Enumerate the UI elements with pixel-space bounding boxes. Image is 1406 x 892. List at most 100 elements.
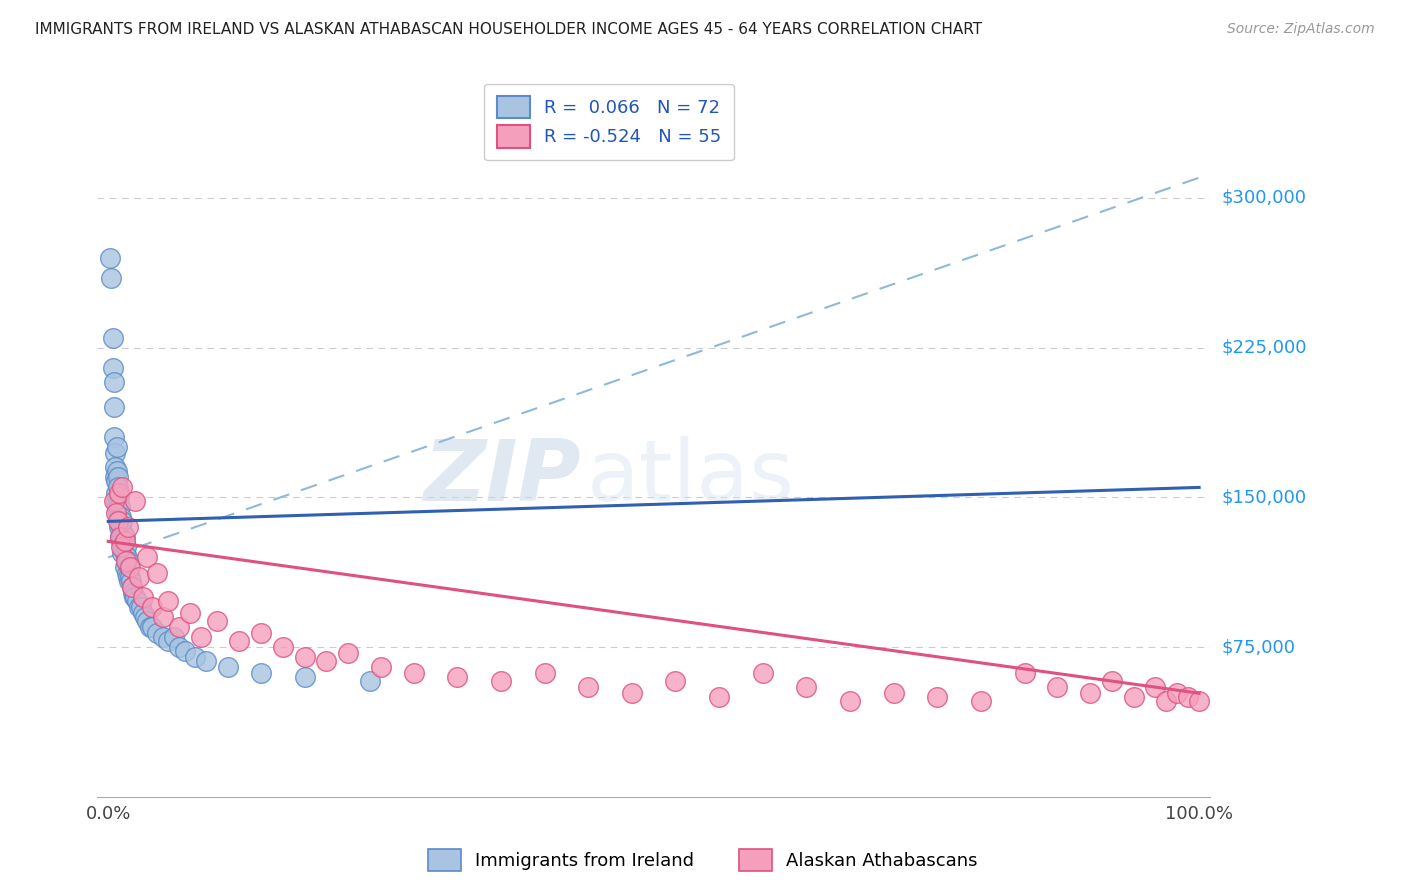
Point [110, 541, 132, 555]
Point [115, 566, 138, 581]
Point [707, 690, 730, 705]
Point [122, 586, 145, 600]
Point [104, 470, 127, 484]
Text: $300,000: $300,000 [1222, 189, 1306, 207]
Point [118, 570, 141, 584]
Point [110, 510, 132, 524]
Point [128, 600, 150, 615]
Point [114, 546, 136, 560]
Point [134, 610, 156, 624]
Point [111, 515, 134, 529]
Point [107, 515, 129, 529]
Point [1177, 690, 1199, 705]
Point [107, 494, 129, 508]
Point [533, 666, 555, 681]
Point [1014, 666, 1036, 681]
Point [173, 644, 195, 658]
Point [576, 680, 599, 694]
Point [167, 620, 190, 634]
Point [111, 480, 134, 494]
Point [120, 574, 142, 589]
Text: $75,000: $75,000 [1222, 639, 1295, 657]
Point [752, 666, 775, 681]
Text: Source: ZipAtlas.com: Source: ZipAtlas.com [1227, 22, 1375, 37]
Point [124, 591, 146, 605]
Point [970, 694, 993, 708]
Point [207, 615, 229, 629]
Point [105, 465, 128, 479]
Point [117, 570, 139, 584]
Point [250, 666, 273, 681]
Point [117, 554, 139, 568]
Point [1188, 694, 1211, 708]
Point [402, 666, 425, 681]
Point [107, 470, 129, 484]
Point [195, 654, 218, 668]
Point [271, 640, 294, 655]
Point [104, 460, 127, 475]
Point [138, 620, 160, 634]
Point [167, 640, 190, 655]
Point [111, 546, 134, 560]
Point [110, 530, 132, 544]
Point [141, 620, 163, 634]
Point [1078, 686, 1101, 700]
Point [132, 607, 155, 621]
Point [136, 615, 159, 629]
Point [108, 510, 131, 524]
Point [128, 570, 150, 584]
Point [796, 680, 818, 694]
Text: $150,000: $150,000 [1222, 489, 1306, 507]
Point [337, 646, 360, 660]
Point [152, 610, 174, 624]
Point [217, 660, 239, 674]
Point [370, 660, 392, 674]
Point [117, 520, 139, 534]
Point [179, 607, 201, 621]
Point [115, 550, 138, 565]
Point [294, 650, 316, 665]
Point [228, 634, 250, 648]
Point [184, 650, 207, 665]
Point [111, 530, 134, 544]
Point [146, 626, 169, 640]
Point [121, 580, 143, 594]
Text: $225,000: $225,000 [1222, 339, 1306, 357]
Point [927, 690, 949, 705]
Point [107, 507, 129, 521]
Text: IMMIGRANTS FROM IRELAND VS ALASKAN ATHABASCAN HOUSEHOLDER INCOME AGES 45 - 64 YE: IMMIGRANTS FROM IRELAND VS ALASKAN ATHAB… [35, 22, 983, 37]
Point [104, 475, 127, 489]
Point [110, 520, 132, 534]
Point [112, 541, 135, 555]
Text: atlas: atlas [586, 436, 794, 519]
Legend: R =  0.066   N = 72, R = -0.524   N = 55: R = 0.066 N = 72, R = -0.524 N = 55 [485, 84, 734, 161]
Point [100, 251, 122, 265]
Point [1122, 690, 1144, 705]
Point [1144, 680, 1167, 694]
Point [118, 560, 141, 574]
Point [110, 530, 132, 544]
Point [118, 574, 141, 589]
Point [108, 491, 131, 505]
Point [104, 486, 127, 500]
Point [146, 566, 169, 581]
Point [104, 446, 127, 460]
Point [110, 515, 132, 529]
Point [107, 480, 129, 494]
Point [103, 430, 125, 444]
Point [114, 554, 136, 568]
Point [105, 441, 128, 455]
Point [620, 686, 643, 700]
Point [114, 554, 136, 568]
Point [114, 541, 136, 555]
Point [294, 670, 316, 684]
Point [114, 534, 136, 549]
Point [250, 626, 273, 640]
Point [1046, 680, 1069, 694]
Text: ZIP: ZIP [423, 436, 581, 519]
Point [152, 630, 174, 644]
Point [101, 360, 124, 375]
Point [315, 654, 337, 668]
Point [489, 674, 512, 689]
Point [1156, 694, 1178, 708]
